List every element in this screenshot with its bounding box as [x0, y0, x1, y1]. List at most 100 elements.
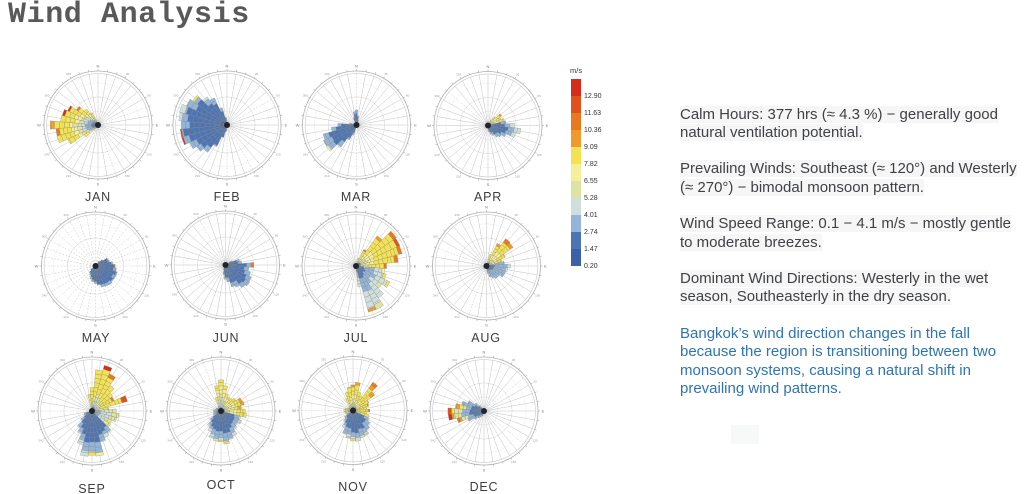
svg-text:300: 300 — [433, 235, 438, 239]
svg-text:60: 60 — [145, 235, 149, 239]
svg-text:W: W — [423, 408, 427, 413]
svg-text:150: 150 — [383, 315, 388, 319]
svg-text:210: 210 — [193, 314, 198, 318]
svg-text:240: 240 — [430, 439, 435, 443]
svg-text:N: N — [224, 203, 227, 208]
svg-text:W: W — [292, 408, 296, 413]
svg-text:150: 150 — [122, 315, 127, 319]
svg-text:210: 210 — [66, 174, 71, 178]
svg-text:W: W — [166, 122, 170, 127]
svg-text:30: 30 — [120, 358, 124, 362]
svg-text:150: 150 — [511, 460, 516, 464]
svg-text:W: W — [160, 408, 164, 413]
svg-text:E: E — [414, 263, 417, 268]
svg-text:m/s: m/s — [570, 66, 582, 75]
svg-text:S: S — [226, 181, 229, 186]
svg-text:330: 330 — [66, 72, 71, 76]
svg-text:E: E — [285, 122, 288, 127]
svg-text:330: 330 — [63, 213, 68, 217]
svg-text:150: 150 — [515, 175, 520, 179]
svg-text:330: 330 — [324, 72, 329, 76]
svg-text:60: 60 — [275, 234, 279, 238]
svg-text:300: 300 — [299, 379, 304, 383]
svg-text:12.90: 12.90 — [584, 93, 602, 100]
svg-text:N: N — [352, 349, 355, 354]
svg-text:300: 300 — [38, 380, 43, 384]
svg-text:240: 240 — [434, 153, 439, 157]
svg-text:E: E — [411, 408, 414, 413]
svg-text:300: 300 — [172, 234, 177, 238]
svg-text:120: 120 — [405, 153, 410, 157]
svg-text:240: 240 — [299, 438, 304, 442]
svg-text:240: 240 — [38, 439, 43, 443]
svg-text:240: 240 — [303, 153, 308, 157]
svg-text:W: W — [296, 122, 300, 127]
svg-text:E: E — [156, 122, 159, 127]
svg-text:210: 210 — [60, 460, 65, 464]
svg-text:N: N — [485, 204, 488, 209]
svg-text:5.28: 5.28 — [584, 195, 598, 202]
svg-text:S: S — [485, 322, 488, 327]
svg-text:0.20: 0.20 — [584, 263, 598, 270]
svg-text:W: W — [427, 123, 431, 128]
svg-text:120: 120 — [535, 294, 540, 298]
svg-text:1.47: 1.47 — [584, 246, 598, 253]
svg-text:9.09: 9.09 — [584, 144, 598, 151]
svg-text:S: S — [355, 322, 358, 327]
svg-text:E: E — [153, 263, 156, 268]
svg-text:60: 60 — [533, 380, 537, 384]
svg-text:30: 30 — [126, 72, 130, 76]
svg-text:60: 60 — [141, 380, 145, 384]
svg-text:S: S — [355, 181, 358, 186]
svg-text:300: 300 — [302, 235, 307, 239]
svg-text:300: 300 — [303, 94, 308, 98]
svg-text:S: S — [483, 467, 486, 472]
svg-text:330: 330 — [189, 358, 194, 362]
svg-text:300: 300 — [44, 94, 49, 98]
svg-text:W: W — [35, 263, 39, 268]
svg-text:W: W — [295, 263, 299, 268]
svg-text:N: N — [97, 63, 100, 68]
svg-text:S: S — [97, 181, 100, 186]
svg-text:120: 120 — [270, 439, 275, 443]
svg-text:120: 120 — [274, 293, 279, 297]
svg-text:210: 210 — [454, 315, 459, 319]
svg-text:120: 120 — [144, 294, 149, 298]
svg-text:300: 300 — [173, 94, 178, 98]
svg-text:300: 300 — [167, 380, 172, 384]
svg-text:210: 210 — [63, 315, 68, 319]
svg-text:2.74: 2.74 — [584, 229, 598, 236]
svg-text:60: 60 — [402, 379, 406, 383]
svg-text:210: 210 — [324, 315, 329, 319]
svg-text:6.55: 6.55 — [584, 178, 598, 185]
svg-text:210: 210 — [456, 175, 461, 179]
svg-text:60: 60 — [270, 380, 274, 384]
svg-text:120: 120 — [276, 153, 281, 157]
svg-text:E: E — [279, 408, 282, 413]
svg-text:30: 30 — [255, 72, 259, 76]
svg-text:330: 330 — [193, 212, 198, 216]
svg-text:W: W — [31, 408, 35, 413]
svg-text:330: 330 — [324, 213, 329, 217]
svg-text:60: 60 — [405, 235, 409, 239]
svg-text:60: 60 — [147, 94, 151, 98]
svg-text:120: 120 — [147, 153, 152, 157]
svg-text:S: S — [224, 321, 227, 326]
svg-text:120: 120 — [405, 294, 410, 298]
svg-text:60: 60 — [537, 94, 541, 98]
svg-text:7.82: 7.82 — [584, 161, 598, 168]
svg-text:N: N — [91, 349, 94, 354]
svg-text:210: 210 — [189, 460, 194, 464]
svg-text:240: 240 — [433, 294, 438, 298]
svg-text:W: W — [37, 122, 41, 127]
svg-text:330: 330 — [454, 213, 459, 217]
svg-text:300: 300 — [434, 94, 439, 98]
svg-text:240: 240 — [172, 293, 177, 297]
svg-text:330: 330 — [321, 358, 326, 362]
svg-text:E: E — [546, 123, 549, 128]
svg-text:N: N — [220, 349, 223, 354]
svg-text:150: 150 — [254, 174, 259, 178]
svg-text:210: 210 — [195, 174, 200, 178]
svg-text:E: E — [544, 263, 547, 268]
svg-text:W: W — [165, 262, 169, 267]
